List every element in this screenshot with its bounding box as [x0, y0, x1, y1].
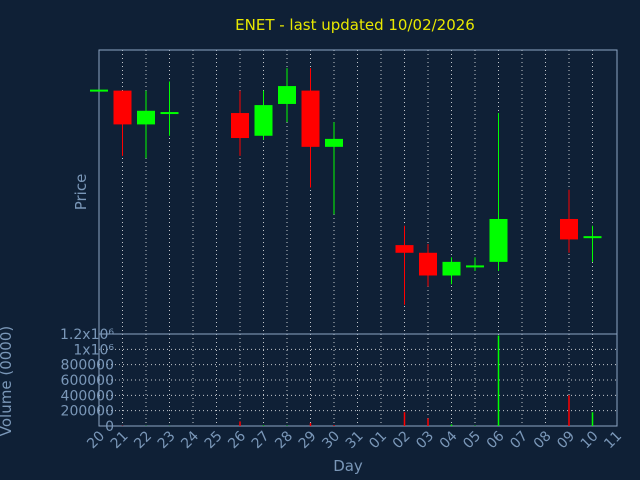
volume-tick-label: 1.2x10⁶ — [60, 327, 114, 343]
candle-body — [560, 218, 578, 240]
volume-bar — [591, 412, 594, 426]
volume-bar — [450, 424, 453, 426]
candle-body — [231, 113, 249, 139]
volume-bars — [121, 335, 594, 426]
volume-bar — [262, 425, 265, 426]
candle-body — [325, 138, 343, 147]
volume-bar — [497, 335, 500, 426]
candle-body — [254, 105, 273, 136]
volume-bar — [239, 421, 241, 426]
volume-bar — [403, 412, 406, 426]
volume-bar — [309, 422, 312, 426]
volume-axis-label: Volume (0000) — [0, 326, 15, 436]
candle-body — [301, 90, 320, 147]
candle-body — [160, 112, 179, 115]
candle-body — [583, 236, 602, 239]
candle-body — [395, 245, 414, 253]
candle-body — [419, 252, 437, 276]
candle-body — [90, 89, 108, 92]
candle-body — [466, 265, 484, 268]
volume-tick-label: 1x10⁶ — [73, 342, 114, 358]
volume-bar — [333, 425, 335, 426]
volume-bar — [568, 395, 570, 426]
volume-tick-label: 200000 — [61, 404, 114, 420]
volume-tick-label: 800000 — [61, 358, 114, 374]
x-axis-label: Day — [333, 457, 363, 475]
candle-body — [442, 261, 461, 276]
volume-bar — [427, 418, 429, 426]
x-tick-labels: 20 21 22 23 24 25 26 27 28 29 30 31 01 02 03 04 05 06 07 08… — [84, 428, 625, 452]
price-candles — [90, 68, 602, 305]
volume-tick-label: 400000 — [61, 388, 114, 404]
price-axis-label: Price — [72, 174, 90, 211]
candle-body — [137, 110, 155, 125]
volume-panel-frame — [98, 333, 618, 427]
chart-title: ENET - last updated 10/02/2026 — [235, 16, 475, 34]
volume-tick-label: 600000 — [61, 373, 114, 389]
candle-body — [489, 218, 508, 262]
candle-body — [278, 86, 296, 104]
volume-tick-label: 0 — [105, 419, 114, 435]
candle-body — [113, 90, 132, 125]
